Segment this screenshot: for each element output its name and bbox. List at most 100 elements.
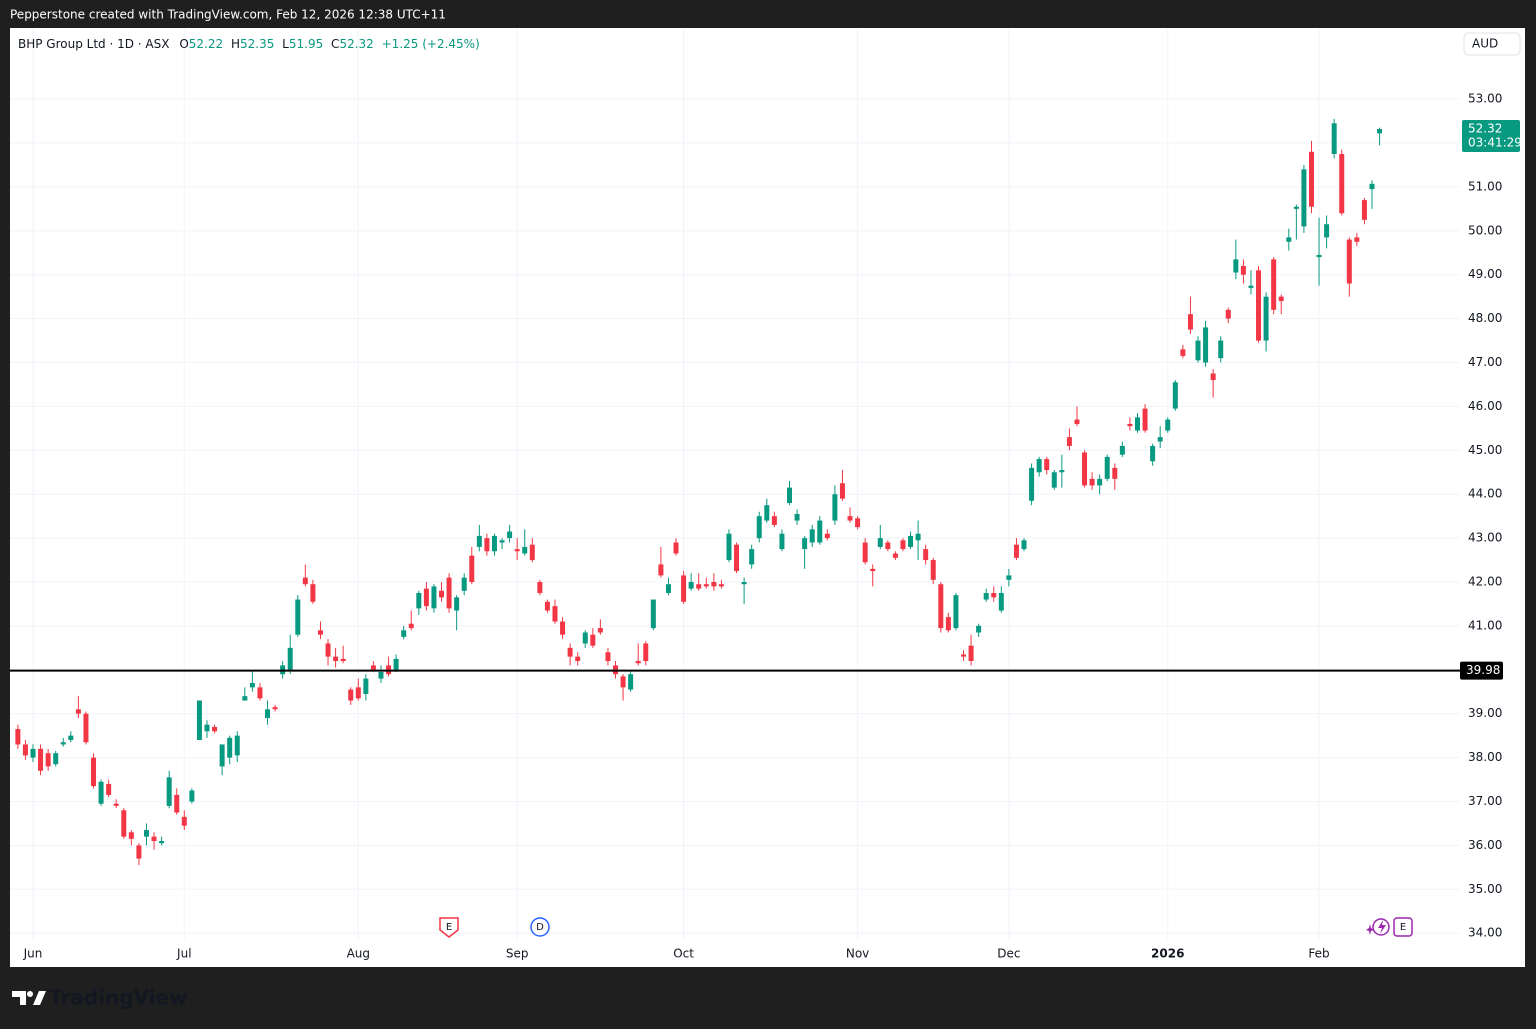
candle-body bbox=[242, 696, 248, 701]
y-tick-label: 51.00 bbox=[1468, 179, 1502, 193]
event-label[interactable]: D bbox=[536, 922, 544, 933]
candle-body bbox=[764, 505, 770, 521]
close-value: 52.32 bbox=[339, 37, 373, 51]
candle-body bbox=[620, 676, 626, 688]
candle-body bbox=[839, 483, 845, 499]
candle-body bbox=[166, 777, 172, 806]
candle-body bbox=[960, 654, 966, 657]
countdown: 03:41:29 bbox=[1468, 135, 1522, 149]
candle-body bbox=[703, 584, 709, 587]
candle-body bbox=[408, 623, 414, 629]
dividend-marker[interactable]: D bbox=[530, 917, 550, 937]
candle-body bbox=[196, 700, 202, 741]
candle-body bbox=[998, 592, 1004, 611]
candle-body bbox=[1361, 200, 1367, 220]
candle-body bbox=[1089, 478, 1095, 486]
candle-body bbox=[98, 781, 104, 804]
horizontal-line-label-box bbox=[1460, 661, 1503, 680]
legend: BHP Group Ltd · 1D · ASX O52.22 H52.35 L… bbox=[18, 37, 480, 51]
candle-body bbox=[1142, 408, 1148, 431]
candle-body bbox=[1051, 472, 1057, 488]
candle-body bbox=[113, 803, 119, 806]
logo: TradingView bbox=[12, 986, 188, 1010]
y-tick-label: 44.00 bbox=[1468, 487, 1502, 501]
currency-button[interactable] bbox=[1463, 32, 1521, 56]
candle-body bbox=[431, 586, 437, 609]
candle-body bbox=[121, 810, 127, 837]
x-tick-label: Dec bbox=[997, 947, 1020, 961]
candle-body bbox=[582, 632, 588, 644]
candle-body bbox=[45, 753, 51, 767]
candle-body bbox=[650, 599, 656, 629]
y-tick-label: 39.00 bbox=[1468, 706, 1502, 720]
candle-body bbox=[363, 678, 369, 694]
y-tick-label: 36.00 bbox=[1468, 838, 1502, 852]
candle-body bbox=[1316, 254, 1322, 258]
candle-body bbox=[507, 531, 513, 539]
event-label[interactable]: E bbox=[446, 922, 452, 933]
candle-body bbox=[75, 709, 81, 714]
candle-body bbox=[1180, 349, 1186, 356]
x-tick-label: Jul bbox=[176, 947, 191, 961]
earnings-marker[interactable]: E bbox=[439, 917, 459, 938]
candle-body bbox=[83, 713, 89, 743]
candle-body bbox=[1044, 459, 1050, 471]
candle-body bbox=[673, 542, 679, 554]
future-earnings-marker[interactable]: E bbox=[1366, 917, 1413, 937]
candle-body bbox=[272, 707, 278, 710]
candle-body bbox=[234, 735, 240, 756]
candle-body bbox=[106, 783, 112, 795]
candle-body bbox=[1324, 224, 1330, 238]
candle-body bbox=[1271, 259, 1277, 310]
candle-body bbox=[1301, 169, 1307, 227]
candle-body bbox=[295, 599, 301, 635]
candle-body bbox=[1036, 459, 1042, 473]
candle-body bbox=[1240, 265, 1246, 275]
y-tick-label: 45.00 bbox=[1468, 443, 1502, 457]
candle-body bbox=[1354, 237, 1360, 242]
candle-body bbox=[68, 735, 74, 741]
candle-body bbox=[91, 757, 97, 787]
candle-body bbox=[779, 533, 785, 550]
close-label: C bbox=[331, 37, 339, 51]
candle-body bbox=[635, 661, 641, 664]
candle-body bbox=[219, 744, 225, 767]
candle-body bbox=[15, 729, 21, 745]
candle-body bbox=[439, 590, 445, 598]
event-label[interactable]: E bbox=[1400, 922, 1406, 933]
candle-body bbox=[552, 606, 558, 622]
candle-body bbox=[1308, 151, 1314, 207]
high-label: H bbox=[231, 37, 240, 51]
candle-body bbox=[529, 544, 535, 561]
candle-body bbox=[794, 513, 800, 521]
candle-body bbox=[30, 748, 36, 758]
currency[interactable]: AUD bbox=[1472, 37, 1498, 51]
candle-body bbox=[605, 652, 611, 662]
candle-body bbox=[696, 584, 702, 589]
candle-body bbox=[938, 584, 944, 629]
candle-body bbox=[1127, 423, 1133, 427]
candle-body bbox=[1112, 467, 1118, 479]
candle-body bbox=[287, 647, 293, 670]
candle-body bbox=[718, 584, 724, 587]
candle-body bbox=[514, 549, 520, 552]
last-price-box bbox=[1462, 119, 1520, 152]
candle-body bbox=[1203, 327, 1209, 363]
candle-body bbox=[726, 533, 732, 561]
high-value: 52.35 bbox=[240, 37, 274, 51]
candle-body bbox=[333, 656, 339, 662]
candle-body bbox=[870, 568, 876, 572]
candle-body bbox=[711, 582, 717, 587]
candle-body bbox=[1172, 382, 1178, 409]
candle-body bbox=[204, 724, 210, 732]
candle-body bbox=[491, 535, 497, 552]
candle-body bbox=[151, 836, 157, 842]
candle-body bbox=[469, 555, 475, 583]
candle-body bbox=[1150, 445, 1156, 462]
candle-body bbox=[1082, 452, 1088, 486]
candle-body bbox=[1029, 467, 1035, 501]
y-tick-label: 46.00 bbox=[1468, 399, 1502, 413]
x-tick-label: Jun bbox=[23, 947, 43, 961]
open-value: 52.22 bbox=[189, 37, 223, 51]
